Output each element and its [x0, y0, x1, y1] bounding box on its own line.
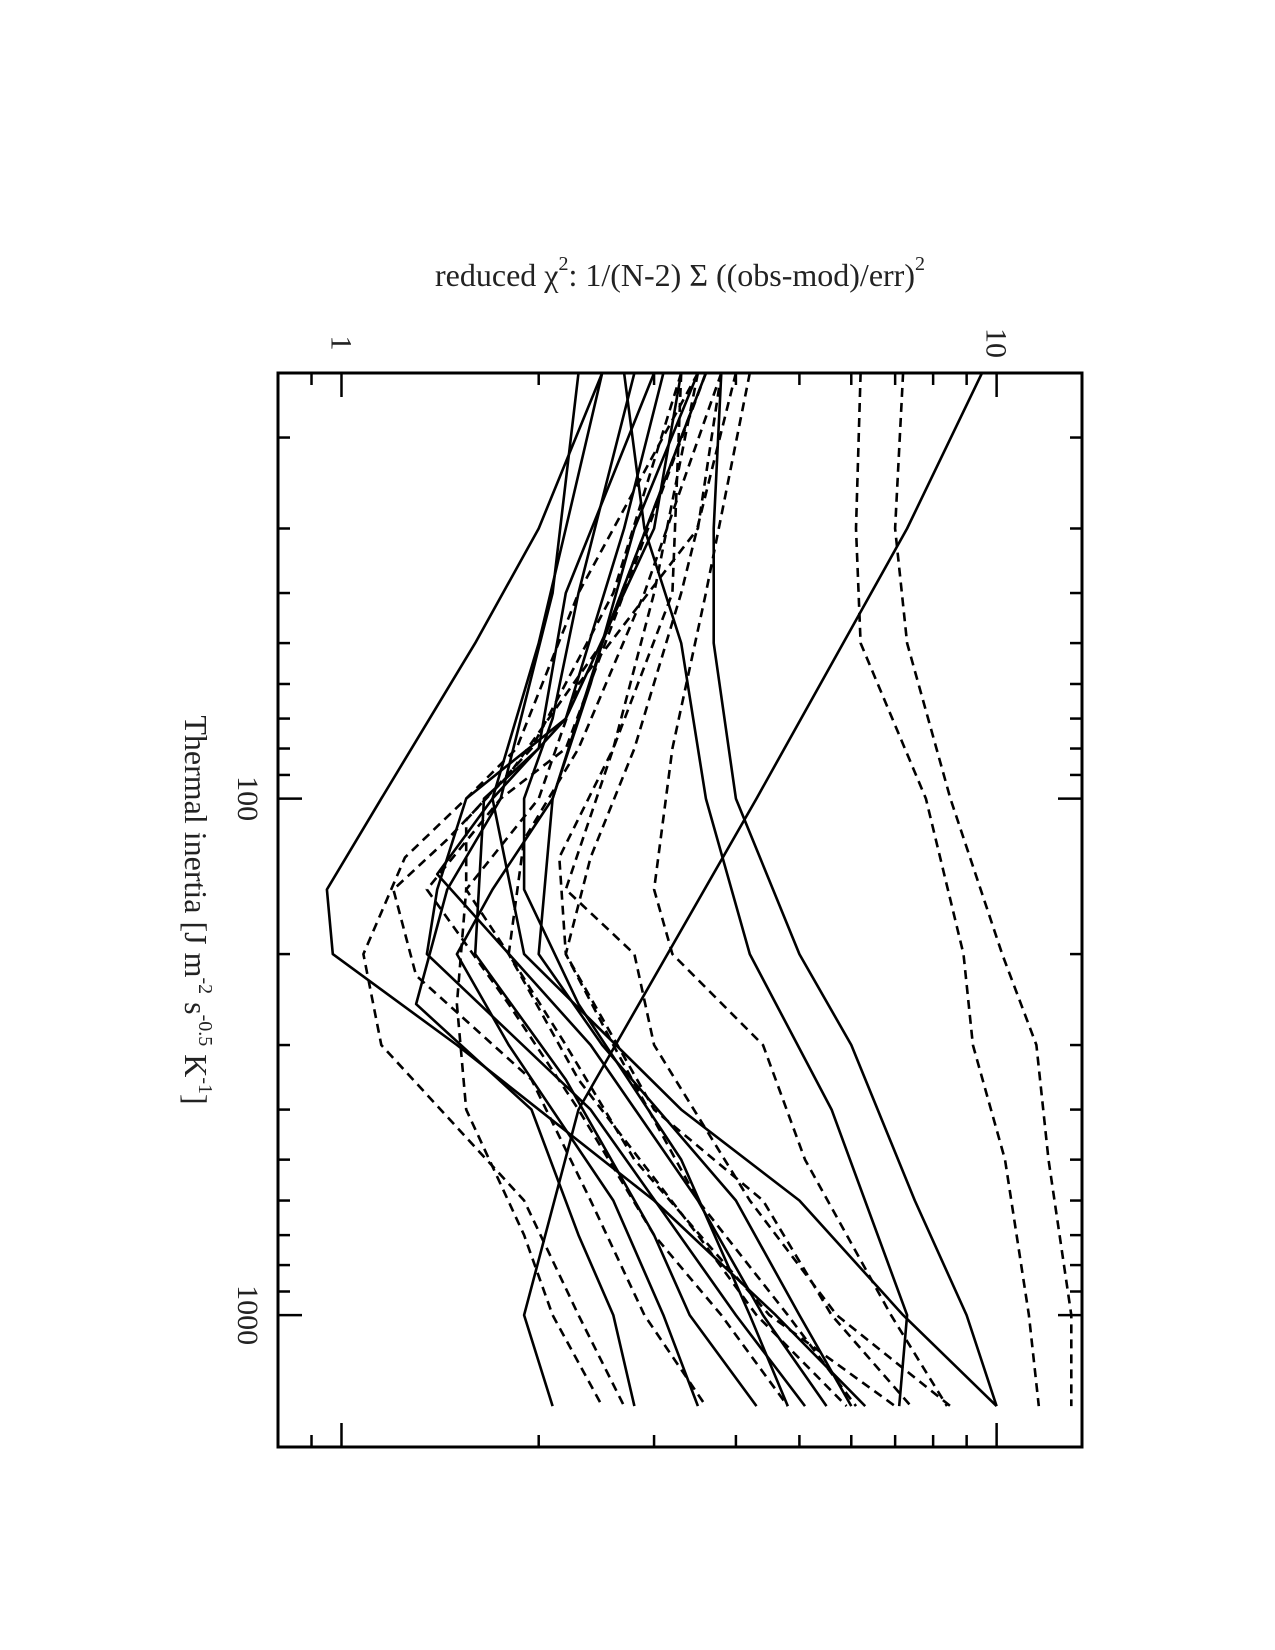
axis-ticks	[276, 373, 1082, 1447]
plot-area	[325, 372, 1073, 1408]
x-tick-label: 1000	[231, 1285, 264, 1345]
x-axis-title: Thermal inertia [J m-2 s-0.5 K-1]	[178, 715, 216, 1104]
tick-labels: 100 1000 1 10	[231, 328, 1013, 1345]
series-line-10	[455, 372, 708, 1407]
series-line-4	[325, 372, 867, 1408]
plot-frame	[276, 371, 1084, 1449]
series-line-6	[425, 372, 807, 1407]
series-line-22	[425, 372, 789, 1407]
series-line-21	[464, 372, 848, 1408]
series-line-15	[455, 372, 723, 1407]
series-line-19	[564, 372, 912, 1407]
series-line-7	[435, 372, 828, 1407]
series-line-5	[537, 372, 853, 1407]
series-line-12	[712, 372, 998, 1407]
y-tick-label: 10	[980, 328, 1013, 358]
series-line-3	[491, 372, 998, 1408]
series-line-17	[652, 372, 949, 1407]
series-line-2	[622, 372, 909, 1407]
series-line-24	[392, 372, 708, 1407]
y-tick-label: 1	[325, 336, 358, 351]
series-line-16	[564, 372, 952, 1408]
x-tick-label: 100	[231, 776, 264, 821]
series-line-23	[362, 372, 700, 1407]
series-line-11	[414, 372, 636, 1407]
series-line-14	[893, 372, 1073, 1407]
series-line-1	[522, 372, 984, 1407]
series-line-8	[522, 372, 789, 1407]
y-axis-title: reduced χ2: 1/(N-2) Σ ((obs-mod)/err)2	[435, 253, 925, 293]
